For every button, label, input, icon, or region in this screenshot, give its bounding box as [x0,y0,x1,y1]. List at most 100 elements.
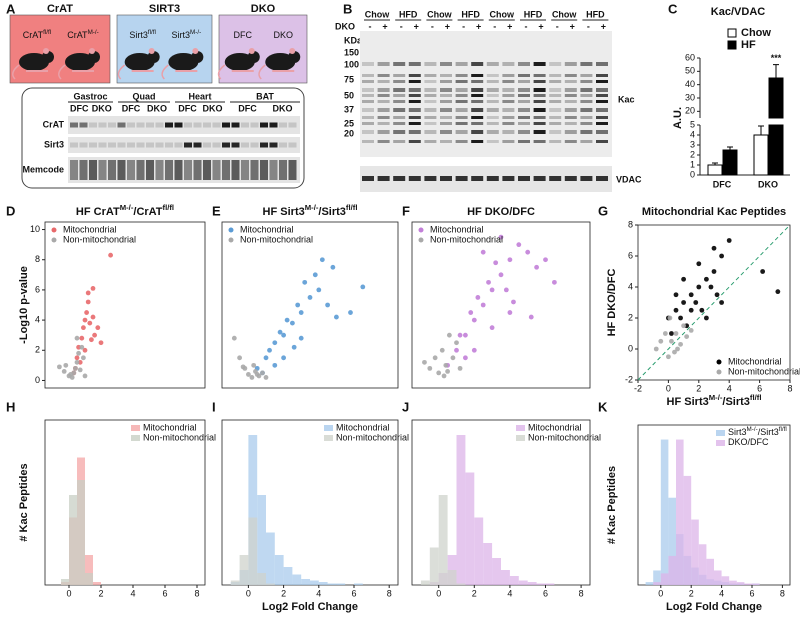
chart-title: HF CrATM-/-/CrATfl/fl [76,203,174,218]
x-tick-label: 4 [727,383,732,393]
point [693,300,699,305]
band [455,140,468,143]
band [580,80,593,83]
x-tick-label: 0 [246,588,251,598]
band [146,160,154,180]
band [580,116,593,119]
marker-label: 37 [344,104,354,114]
band [393,74,406,77]
band [408,116,421,119]
y-tick-label: 10 [30,224,40,234]
point [334,314,339,320]
histogram-bar [518,580,528,585]
x-tick-label: 8 [194,588,199,598]
band [440,80,452,83]
band [250,160,259,180]
point [493,260,499,266]
histogram-bar [653,570,661,585]
band [533,100,546,103]
band [518,140,530,143]
band [288,142,297,148]
x-tick-label: 4 [719,588,724,598]
histogram-bar [653,582,661,585]
band [596,108,608,112]
band [203,122,211,128]
mouse-label: Sirt3M-/- [171,29,201,40]
point [290,320,295,326]
band [89,160,97,180]
point [669,338,674,344]
band [580,140,593,143]
point [486,279,491,285]
histogram-bar [660,439,669,585]
x-axis-label: HF Sirt3M-/-/Sirt3fl/fl [667,393,762,408]
legend-label: HF [741,39,756,51]
point [471,317,477,323]
point [84,310,89,315]
blot-strip [68,116,300,134]
point [534,264,539,270]
histogram-bar [61,579,69,585]
band [362,176,374,181]
lane-label: - [400,21,403,31]
point [61,369,67,374]
error-bar [773,64,779,78]
lane-label: - [556,21,559,31]
band [212,142,221,148]
histogram-bar [248,435,258,585]
superscript: M-/- [190,29,201,36]
band [596,122,608,125]
legend-label: Chow [741,27,771,39]
text-part: HF Sirt3 [263,206,305,218]
y-tick-label: 3 [690,139,695,149]
x-tick-label: 2 [696,383,701,393]
point [760,269,766,274]
tissue-label: Heart [188,91,211,101]
band [377,80,390,83]
y-tick-label: 20 [685,106,695,116]
legend-label: Non-mitochondrial [528,432,601,442]
band [471,88,484,92]
band [155,142,164,148]
point [272,362,278,368]
genotype-label: DFC [238,103,257,113]
point [684,334,690,339]
band [408,108,421,112]
point [267,347,272,353]
band [596,62,608,66]
x-tick-label: 6 [162,588,167,598]
band [580,74,593,77]
band [549,176,562,181]
histogram-bar [274,555,284,585]
band [502,176,515,181]
blot-label: VDAC [616,174,642,184]
point [82,373,88,379]
band [222,142,230,148]
band [362,140,374,143]
diet-label: HFD [461,9,480,19]
superscript: fl/fl [163,203,175,212]
point [688,328,694,333]
genotype-label: DFC [122,103,141,113]
y-tick-label: 5 [690,119,695,129]
point [711,269,717,274]
point [360,284,366,290]
band [241,122,249,128]
band [279,142,287,148]
band [362,108,374,112]
band [408,88,421,92]
lane-label: - [493,21,496,31]
legend-marker [51,237,57,243]
diet-label: HFD [399,9,418,19]
band [596,140,608,143]
mouse-icon [124,53,155,71]
band [502,130,515,134]
text-part: Sirt3 [129,30,148,40]
histogram-bar [420,580,430,585]
point [87,320,93,326]
legend-label: DKO/DFC [728,437,769,447]
y-axis-label: A.U. [672,107,684,129]
panel-label: J [402,399,409,414]
band [549,140,562,143]
band [260,122,268,128]
